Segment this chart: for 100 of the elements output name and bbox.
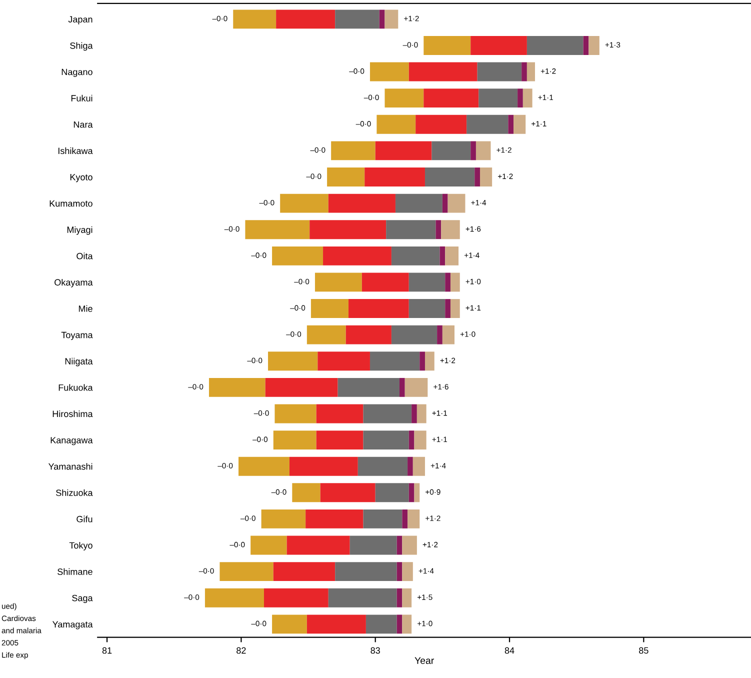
bar xyxy=(310,299,349,318)
y-tick-label: Mie xyxy=(78,305,92,312)
y-tick-label: Niigata xyxy=(65,358,93,366)
bar xyxy=(395,194,442,213)
bar xyxy=(265,378,338,397)
y-tick-label: Kyoto xyxy=(70,174,92,182)
bar xyxy=(402,509,408,528)
bar xyxy=(379,10,385,29)
y-tick-label: Shiga xyxy=(70,42,93,51)
bar xyxy=(470,36,527,55)
bar xyxy=(522,62,527,82)
bar xyxy=(272,614,307,634)
x-axis-title: Year xyxy=(414,657,434,664)
bar xyxy=(478,88,518,108)
bar xyxy=(420,352,425,371)
bar xyxy=(466,114,508,134)
bar xyxy=(412,404,417,424)
bar xyxy=(408,62,478,82)
bar xyxy=(480,168,492,186)
bar xyxy=(320,483,376,502)
bar xyxy=(363,404,412,424)
bar xyxy=(391,325,438,344)
bar xyxy=(440,246,446,266)
bar xyxy=(250,536,287,555)
x-tick-label: 83 xyxy=(370,647,380,654)
x-tick-label: 81 xyxy=(102,647,112,654)
bar xyxy=(316,404,364,424)
bar xyxy=(450,299,460,318)
bar xyxy=(414,430,426,450)
bar xyxy=(323,246,392,266)
bar xyxy=(436,220,442,240)
y-tick-label: Shizuoka xyxy=(56,489,93,496)
bar xyxy=(384,88,424,108)
bar xyxy=(327,168,365,186)
bar xyxy=(396,562,402,582)
bar xyxy=(261,509,306,528)
bar xyxy=(402,536,417,555)
bar xyxy=(386,220,436,240)
bar xyxy=(448,194,466,213)
bar xyxy=(445,272,450,292)
bar xyxy=(306,325,346,344)
y-tick-label: Tokyo xyxy=(69,542,92,550)
bar xyxy=(476,141,491,160)
bar xyxy=(363,509,402,528)
bar xyxy=(384,10,398,29)
bar xyxy=(306,509,364,528)
bar xyxy=(414,483,420,502)
bar xyxy=(526,62,535,82)
bar xyxy=(272,246,324,266)
bar xyxy=(208,378,266,397)
bar xyxy=(424,352,434,371)
bar xyxy=(445,246,459,266)
bar xyxy=(518,88,523,108)
bar xyxy=(470,141,476,160)
bar xyxy=(310,220,386,240)
bar xyxy=(408,456,413,476)
bar xyxy=(220,562,274,582)
bar xyxy=(366,614,397,634)
bar xyxy=(396,588,402,608)
y-tick-label: Nara xyxy=(74,121,93,128)
bar xyxy=(314,272,362,292)
bar xyxy=(396,536,402,555)
bar xyxy=(268,352,318,371)
y-tick-label: Gifu xyxy=(76,516,92,522)
bar xyxy=(477,62,522,82)
bar xyxy=(375,483,409,502)
bar xyxy=(396,614,402,634)
bar xyxy=(522,88,532,108)
bar xyxy=(376,114,416,134)
y-tick-label: Fukuoka xyxy=(58,384,93,391)
bar xyxy=(238,456,290,476)
bar xyxy=(583,36,589,55)
bar xyxy=(508,114,514,134)
bar xyxy=(363,430,409,450)
y-tick-label: Fukui xyxy=(71,94,92,102)
bar xyxy=(362,272,409,292)
bar xyxy=(273,562,336,582)
bar xyxy=(318,352,370,371)
bar xyxy=(328,194,396,213)
bar xyxy=(424,88,479,108)
bar xyxy=(588,36,600,55)
bar xyxy=(474,168,480,186)
bar xyxy=(408,299,446,318)
x-tick-label: 84 xyxy=(504,647,514,654)
bar xyxy=(276,10,336,29)
bar xyxy=(286,536,350,555)
bar xyxy=(399,378,405,397)
y-tick-label: Kanagawa xyxy=(50,437,93,446)
bar xyxy=(346,325,392,344)
bar xyxy=(328,588,397,608)
bar xyxy=(335,562,397,582)
bar xyxy=(416,114,467,134)
bar xyxy=(408,509,420,528)
bar xyxy=(408,272,446,292)
y-tick-label: Ishikawa xyxy=(58,147,93,154)
bar xyxy=(316,430,364,450)
bar xyxy=(408,430,414,450)
bar xyxy=(404,378,428,397)
bar xyxy=(526,36,584,55)
y-tick-label: Nagano xyxy=(62,68,92,77)
